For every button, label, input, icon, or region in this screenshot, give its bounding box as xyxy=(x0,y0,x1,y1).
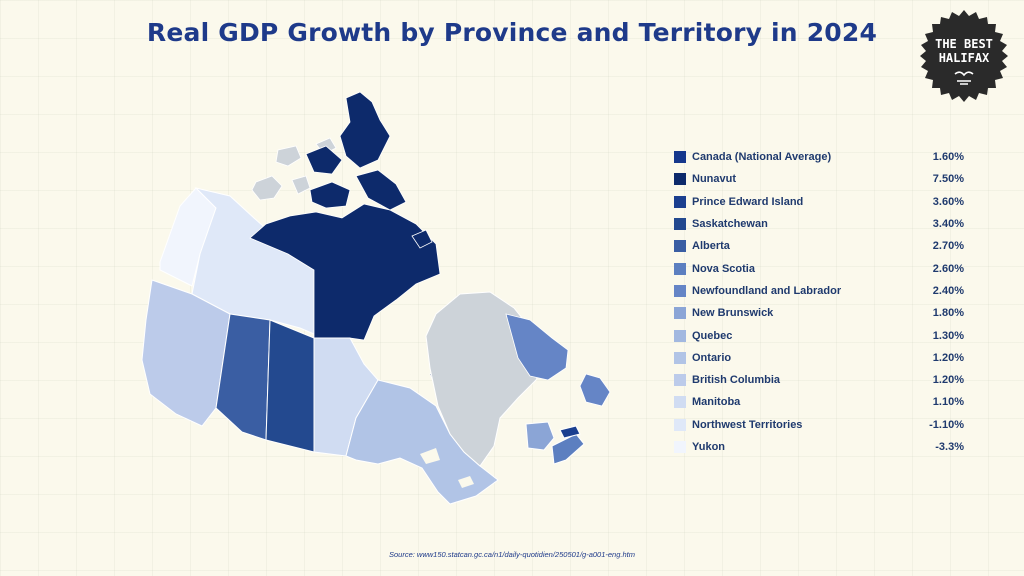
region-northwest-territories xyxy=(191,187,315,335)
legend-label: Ontario xyxy=(692,351,732,364)
legend-swatch xyxy=(674,351,686,364)
legend-swatch xyxy=(674,151,686,164)
legend-swatch xyxy=(674,418,686,431)
legend-row: Alberta 2.70% xyxy=(674,235,964,257)
legend-value: 1.20% xyxy=(932,351,964,364)
legend-row: Manitoba 1.10% xyxy=(674,391,964,413)
legend-swatch xyxy=(674,173,686,186)
region-saskatchewan xyxy=(265,319,315,453)
region-nunavut-island xyxy=(305,145,343,175)
great-lake xyxy=(458,476,474,488)
legend-row: Northwest Territories -1.10% xyxy=(674,414,964,436)
badge-line-2: HALIFAX xyxy=(938,51,990,65)
page-title: Real GDP Growth by Province and Territor… xyxy=(146,18,878,47)
badge-line-1: THE BEST xyxy=(935,37,993,51)
legend-value: 1.20% xyxy=(932,374,964,387)
legend-value: -1.10% xyxy=(929,418,964,431)
region-prince-edward-island xyxy=(559,425,581,439)
brand-badge: THE BEST HALIFAX xyxy=(916,8,1012,104)
legend-label: Canada (National Average) xyxy=(692,151,832,164)
legend-value: 2.70% xyxy=(932,240,964,253)
legend-swatch xyxy=(674,374,686,387)
region-ontario xyxy=(345,379,499,505)
legend-value: 1.10% xyxy=(932,396,964,409)
seagull-bird-icon xyxy=(954,71,974,85)
legend-label: Quebec xyxy=(692,329,733,342)
legend-swatch xyxy=(674,262,686,275)
legend-label: Alberta xyxy=(692,240,730,253)
legend-value: 7.50% xyxy=(932,173,964,186)
legend-value: 3.40% xyxy=(932,218,964,231)
legend-label: Nunavut xyxy=(692,173,736,186)
legend-row: Quebec 1.30% xyxy=(674,324,964,346)
great-lake xyxy=(420,448,440,464)
region-newfoundland xyxy=(579,373,611,407)
arctic-island-grey xyxy=(275,145,302,167)
legend-swatch xyxy=(674,307,686,320)
legend-value: 3.60% xyxy=(932,195,964,208)
legend-value: 1.60% xyxy=(932,151,964,164)
region-british-columbia xyxy=(141,279,231,427)
region-nunavut-baffin xyxy=(355,169,407,211)
legend-label: Newfoundland and Labrador xyxy=(692,284,842,297)
legend-value: 2.40% xyxy=(932,284,964,297)
region-nunavut-ellesmere xyxy=(339,91,391,169)
legend-value: 1.80% xyxy=(932,307,964,320)
arctic-island-grey xyxy=(251,175,283,201)
region-labrador xyxy=(505,313,569,381)
source-note: Source: www150.statcan.gc.ca/n1/daily-qu… xyxy=(389,550,635,559)
legend-row: Nunavut 7.50% xyxy=(674,168,964,190)
legend-label: Yukon xyxy=(692,441,726,453)
legend-label: Saskatchewan xyxy=(692,218,768,231)
legend-swatch xyxy=(674,441,686,453)
map-legend: Canada (National Average) 1.60% Nunavut 7.5… xyxy=(674,146,964,458)
arctic-island-grey xyxy=(291,175,311,195)
legend-label: Northwest Territories xyxy=(692,418,803,431)
legend-row: British Columbia 1.20% xyxy=(674,369,964,391)
legend-label: New Brunswick xyxy=(692,307,774,320)
canada-map xyxy=(141,91,611,505)
region-alberta xyxy=(215,313,271,441)
region-nunavut-island xyxy=(411,229,433,249)
legend-row: Yukon -3.3% xyxy=(674,436,964,458)
legend-label: Manitoba xyxy=(692,396,741,409)
badge-background xyxy=(920,10,1008,102)
legend-row: New Brunswick 1.80% xyxy=(674,302,964,324)
legend-value: 2.60% xyxy=(932,262,964,275)
legend-label: Prince Edward Island xyxy=(692,195,804,208)
legend-row: Newfoundland and Labrador 2.40% xyxy=(674,280,964,302)
legend-swatch xyxy=(674,195,686,208)
legend-row: Ontario 1.20% xyxy=(674,347,964,369)
region-nunavut-island xyxy=(309,181,351,209)
region-nova-scotia xyxy=(551,433,585,465)
legend-swatch xyxy=(674,329,686,342)
legend-row: Canada (National Average) 1.60% xyxy=(674,146,964,168)
legend-swatch xyxy=(674,284,686,297)
legend-swatch xyxy=(674,218,686,231)
legend-swatch xyxy=(674,240,686,253)
legend-swatch xyxy=(674,396,686,409)
legend-row: Prince Edward Island 3.60% xyxy=(674,191,964,213)
legend-label: Nova Scotia xyxy=(692,262,755,275)
legend-value: 1.30% xyxy=(932,329,964,342)
region-new-brunswick xyxy=(525,421,555,451)
legend-row: Saskatchewan 3.40% xyxy=(674,213,964,235)
legend-label: British Columbia xyxy=(692,374,781,387)
legend-row: Nova Scotia 2.60% xyxy=(674,257,964,279)
legend-value: -3.3% xyxy=(935,441,964,453)
